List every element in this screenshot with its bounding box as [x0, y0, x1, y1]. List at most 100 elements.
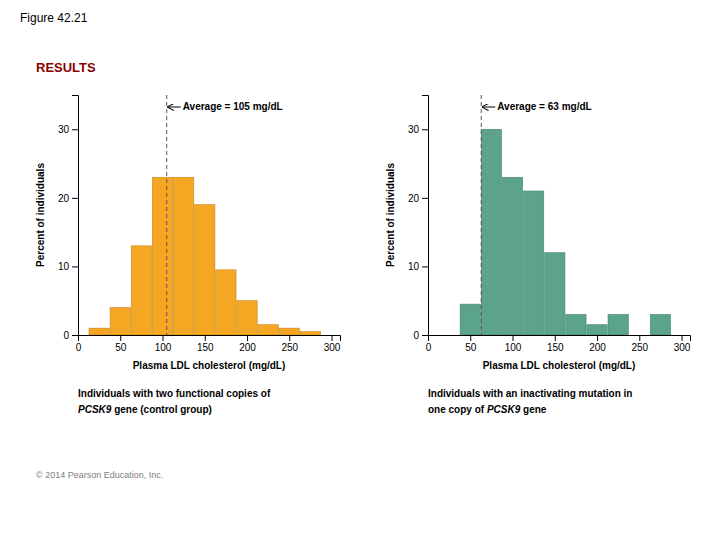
bar — [174, 177, 194, 335]
y-tick-mark — [72, 266, 78, 267]
bar — [110, 308, 130, 335]
bar — [89, 328, 109, 335]
x-tick-label: 200 — [239, 342, 256, 353]
x-tick-label: 0 — [426, 342, 432, 353]
marks — [89, 95, 321, 335]
results-label: RESULTS — [36, 60, 96, 75]
x-tick-label: 250 — [281, 342, 298, 353]
x-tick: 300 — [324, 335, 341, 353]
y-axis-title: Percent of individuals — [35, 163, 46, 267]
x-tick-mark — [289, 335, 290, 341]
x-tick: 200 — [589, 335, 606, 353]
x-tick: 300 — [674, 335, 691, 353]
average-line — [166, 95, 167, 335]
y-tick-label: 20 — [408, 193, 420, 204]
x-tick-mark — [597, 335, 598, 341]
y-tick-mark — [422, 198, 428, 199]
caption-segment: gene (control group) — [111, 404, 212, 415]
x-tick-label: 100 — [155, 342, 172, 353]
bar — [216, 270, 236, 335]
bar — [131, 246, 151, 335]
y-tick-label: 10 — [408, 261, 420, 272]
chart-panel: 0 50 100 150 200 250 300 0 10 20 30 Plasma LDL chol… — [385, 95, 691, 415]
chart-panel: 0501001502002503000102030Plasma LDL chol… — [35, 95, 341, 415]
x-tick-label: 150 — [197, 342, 214, 353]
marks — [460, 95, 670, 335]
y-tick-label: 0 — [63, 330, 69, 341]
figure: Figure 42.21RESULTS© 2014 Pearson Educat… — [0, 0, 720, 540]
y-tick-mark — [72, 335, 78, 336]
x-tick-mark — [470, 335, 471, 341]
caption-segment: PCSK9 — [487, 404, 521, 415]
y-tick: 0 — [413, 330, 428, 341]
bar — [481, 129, 501, 335]
x-axis-line — [79, 336, 341, 342]
figure-title: Figure 42.21 — [20, 11, 88, 25]
bar — [566, 314, 586, 335]
x-tick-mark — [120, 335, 121, 341]
caption-segment: one copy of — [428, 404, 487, 415]
y-tick-label: 0 — [413, 330, 419, 341]
x-tick-label: 150 — [547, 342, 564, 353]
x-tick-label: 300 — [324, 342, 341, 353]
caption-line: Individuals with an inactivating mutatio… — [428, 388, 632, 399]
x-tick: 0 — [76, 335, 82, 353]
bar — [524, 191, 544, 335]
x-tick-mark — [682, 335, 683, 341]
bar — [439, 335, 459, 336]
x-axis: 0 50 100 150 200 250 300 — [426, 335, 691, 353]
x-tick-mark — [205, 335, 206, 341]
x-tick-mark — [555, 335, 556, 341]
y-tick-label: 20 — [58, 193, 70, 204]
y-tick-label: 30 — [58, 124, 70, 135]
bar — [587, 325, 607, 335]
y-tick: 30 — [408, 124, 428, 135]
y-axis-line — [72, 96, 79, 336]
x-tick-label: 200 — [589, 342, 606, 353]
x-tick-mark — [163, 335, 164, 341]
y-tick-mark — [422, 335, 428, 336]
y-tick: 20 — [408, 193, 428, 204]
x-tick: 150 — [197, 335, 214, 353]
average-line — [481, 95, 482, 335]
x-tick-label: 250 — [631, 342, 648, 353]
caption-segment: gene — [520, 404, 547, 415]
x-tick-label: 50 — [115, 342, 127, 353]
x-tick: 250 — [631, 335, 648, 353]
average-label: Average = 63 mg/dL — [497, 101, 591, 112]
x-tick: 200 — [239, 335, 256, 353]
x-tick-label: 0 — [76, 342, 82, 353]
bar — [502, 177, 522, 335]
y-tick: 20 — [58, 193, 78, 204]
x-tick: 100 — [155, 335, 172, 353]
x-tick: 50 — [115, 335, 127, 353]
bar — [152, 177, 172, 335]
x-tick: 150 — [547, 335, 564, 353]
y-tick: 0 — [63, 330, 78, 341]
x-axis-title: Plasma LDL cholesterol (mg/dL) — [133, 360, 286, 371]
x-tick-label: 50 — [465, 342, 477, 353]
y-tick-mark — [422, 266, 428, 267]
bar — [460, 304, 480, 335]
x-axis-title: Plasma LDL cholesterol (mg/dL) — [483, 360, 636, 371]
bar — [629, 335, 649, 336]
x-tick: 0 — [426, 335, 432, 353]
x-axis: 0 50 100 150 200 250 300 — [76, 335, 341, 353]
bar — [258, 325, 278, 335]
bar — [545, 253, 565, 335]
y-axis: 0 10 20 30 — [408, 96, 429, 341]
caption-segment: PCSK9 — [78, 404, 112, 415]
average-arrow — [482, 107, 495, 108]
y-axis: 0102030 — [58, 96, 79, 341]
bar — [608, 314, 628, 335]
bar — [300, 332, 320, 335]
average-label: Average = 105 mg/dL — [183, 101, 283, 112]
x-tick-label: 300 — [674, 342, 691, 353]
y-axis-line — [422, 96, 429, 336]
y-axis-title: Percent of individuals — [385, 163, 396, 267]
bar — [279, 328, 299, 335]
caption-segment: Individuals with an inactivating mutatio… — [428, 388, 632, 399]
x-tick: 100 — [505, 335, 522, 353]
bar — [650, 314, 670, 335]
x-axis-line — [429, 336, 691, 342]
